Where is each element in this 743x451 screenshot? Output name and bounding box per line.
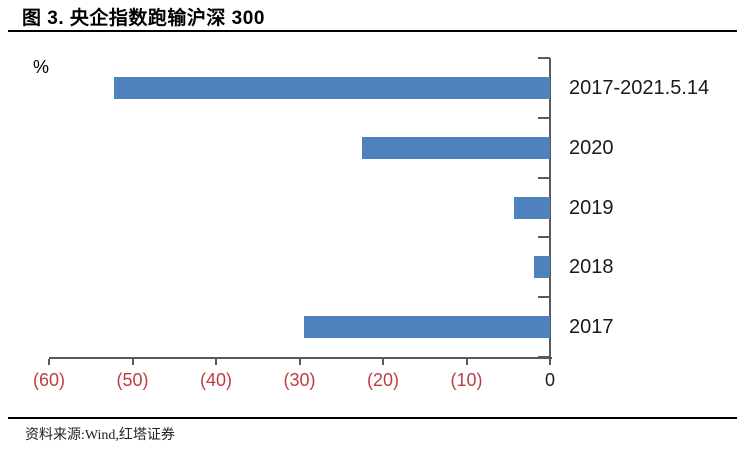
category-label-2018: 2018 <box>569 256 614 279</box>
title-underline <box>8 30 737 32</box>
category-boundary-tick <box>538 296 550 299</box>
axis-unit-label: % <box>33 57 50 77</box>
value-tick-label: (40) <box>199 370 232 390</box>
value-axis-tick <box>549 359 551 365</box>
chart-bar-2017-2021.5.14 <box>114 76 550 99</box>
category-boundary-tick <box>538 236 550 239</box>
category-boundary-tick <box>538 116 550 119</box>
chart-bar-2018 <box>534 256 550 279</box>
category-boundary-tick <box>538 176 550 179</box>
value-axis-tick <box>48 359 50 365</box>
value-tick-label: (10) <box>450 370 483 390</box>
category-label-2017: 2017 <box>569 316 614 339</box>
source-note: 资料来源:Wind,红塔证券 <box>25 428 175 443</box>
figure-title: 图 3. 央企指数跑输沪深 300 <box>22 8 265 29</box>
category-boundary-tick <box>538 57 550 59</box>
value-axis-tick <box>298 359 301 365</box>
value-tick-label: (50) <box>116 370 149 390</box>
value-tick-label: (30) <box>283 370 316 390</box>
category-label-2017-2021.5.14: 2017-2021.5.14 <box>569 76 710 99</box>
value-axis-tick <box>465 359 468 365</box>
value-axis-tick <box>382 359 384 365</box>
value-tick-label: (60) <box>32 370 65 390</box>
value-tick-label: 0 <box>544 370 555 390</box>
footer-divider <box>8 417 737 419</box>
chart-bar-2017 <box>303 316 550 339</box>
category-label-2020: 2020 <box>569 136 614 159</box>
value-axis-tick <box>131 359 134 365</box>
category-axis-line <box>549 58 551 359</box>
chart-bar-2020 <box>362 136 550 159</box>
chart-bar-2019 <box>514 196 550 219</box>
value-axis-tick <box>215 359 217 365</box>
value-tick-label: (20) <box>366 370 399 390</box>
category-label-2019: 2019 <box>569 196 614 219</box>
category-boundary-tick <box>538 356 550 358</box>
value-axis-line <box>49 357 552 359</box>
